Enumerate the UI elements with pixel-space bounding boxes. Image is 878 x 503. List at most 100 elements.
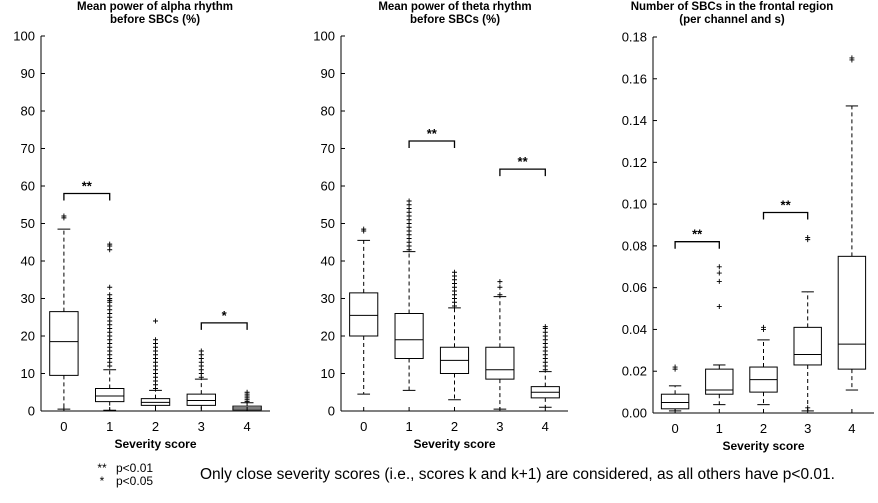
x-tick-label: 3 bbox=[198, 419, 205, 434]
legend-symbol: ** bbox=[97, 461, 107, 475]
outlier-marker bbox=[107, 292, 113, 298]
footnote: Only close severity scores (i.e., scores… bbox=[200, 466, 835, 483]
outlier-marker bbox=[497, 292, 503, 298]
y-tick-label: 0.02 bbox=[622, 364, 647, 379]
y-tick-label: 70 bbox=[321, 141, 335, 156]
box-1 bbox=[394, 198, 424, 391]
box-3 bbox=[793, 235, 822, 412]
box-4 bbox=[232, 389, 262, 412]
bracket-line bbox=[200, 322, 248, 330]
x-axis-label: Severity score bbox=[114, 437, 196, 451]
box-iqr bbox=[394, 313, 424, 359]
outlier-marker bbox=[805, 405, 811, 411]
outlier-marker bbox=[716, 278, 722, 284]
box-iqr bbox=[349, 292, 379, 337]
box-3 bbox=[186, 348, 216, 412]
x-tick-label: 4 bbox=[243, 419, 250, 434]
box-iqr bbox=[95, 388, 125, 403]
outlier-marker bbox=[61, 213, 67, 219]
x-tick-label: 2 bbox=[760, 421, 767, 436]
y-tick-label: 0.10 bbox=[622, 197, 647, 212]
x-tick-label: 0 bbox=[360, 419, 367, 434]
outlier-marker bbox=[497, 279, 503, 285]
y-tick-label: 60 bbox=[321, 179, 335, 194]
legend-item-p005: * p<0.05 bbox=[88, 475, 153, 488]
x-tick-label: 2 bbox=[451, 419, 458, 434]
y-tick-label: 40 bbox=[21, 254, 35, 269]
legend-symbol: * bbox=[99, 474, 105, 488]
outlier-marker bbox=[716, 270, 722, 276]
box-2 bbox=[140, 318, 171, 412]
significance-label: ** bbox=[692, 227, 703, 242]
x-tick-label: 0 bbox=[60, 419, 67, 434]
box-2 bbox=[439, 269, 470, 401]
bracket-line bbox=[408, 140, 456, 148]
bracket-line bbox=[674, 241, 720, 249]
outlier-marker bbox=[198, 348, 204, 354]
significance-bracket: ** bbox=[408, 126, 456, 148]
x-axis-label: Severity score bbox=[413, 437, 495, 451]
significance-bracket: ** bbox=[63, 179, 111, 201]
chart-title: Number of SBCs in the frontal region bbox=[631, 1, 834, 13]
x-tick-label: 2 bbox=[152, 419, 159, 434]
outlier-marker bbox=[361, 226, 367, 232]
y-tick-label: 0.16 bbox=[622, 71, 647, 86]
y-tick-label: 60 bbox=[21, 179, 35, 194]
chart-panel-3: Number of SBCs in the frontal region(per… bbox=[622, 1, 874, 453]
box-0 bbox=[349, 226, 379, 395]
chart-title: before SBCs (%) bbox=[110, 14, 200, 26]
chart-title: Mean power of theta rhythm bbox=[378, 1, 531, 13]
y-tick-label: 10 bbox=[321, 366, 335, 381]
box-iqr bbox=[793, 326, 822, 366]
outlier-marker bbox=[716, 264, 722, 270]
y-tick-label: 0.04 bbox=[622, 322, 647, 337]
box-iqr bbox=[49, 311, 79, 376]
y-tick-label: 0.00 bbox=[622, 406, 647, 421]
box-4 bbox=[530, 324, 560, 408]
x-tick-label: 4 bbox=[848, 421, 855, 436]
y-tick-label: 0.14 bbox=[622, 113, 647, 128]
box-0 bbox=[660, 364, 690, 412]
y-tick-label: 20 bbox=[21, 329, 35, 344]
box-iqr bbox=[837, 255, 867, 370]
box-1 bbox=[705, 264, 734, 406]
outlier-marker bbox=[244, 389, 250, 395]
legend-item-p001: ** p<0.01 bbox=[88, 462, 153, 475]
x-tick-label: 4 bbox=[542, 419, 549, 434]
outlier-marker bbox=[153, 337, 158, 343]
significance-label: * bbox=[222, 308, 228, 323]
y-tick-label: 0.18 bbox=[622, 30, 647, 45]
bracket-line bbox=[63, 192, 111, 201]
significance-label: ** bbox=[82, 179, 93, 194]
significance-legend: ** p<0.01 * p<0.05 bbox=[88, 462, 153, 488]
x-tick-label: 3 bbox=[496, 419, 503, 434]
y-tick-label: 30 bbox=[21, 291, 35, 306]
chart-title: before SBCs (%) bbox=[410, 14, 500, 26]
y-tick-label: 90 bbox=[21, 66, 35, 81]
y-tick-label: 70 bbox=[21, 141, 35, 156]
box-0 bbox=[49, 213, 79, 410]
box-iqr bbox=[186, 393, 216, 406]
x-tick-label: 1 bbox=[716, 421, 723, 436]
bracket-line bbox=[499, 168, 546, 177]
y-tick-label: 20 bbox=[321, 329, 335, 344]
x-tick-label: 1 bbox=[106, 419, 113, 434]
box-4 bbox=[837, 55, 867, 391]
outlier-marker bbox=[761, 324, 766, 330]
y-tick-label: 10 bbox=[21, 366, 35, 381]
y-tick-label: 30 bbox=[321, 291, 335, 306]
y-tick-label: 50 bbox=[21, 216, 35, 231]
outlier-marker bbox=[716, 303, 722, 309]
x-tick-label: 1 bbox=[405, 419, 412, 434]
box-2 bbox=[749, 324, 778, 406]
outlier-marker bbox=[153, 318, 158, 324]
outlier-marker bbox=[406, 198, 412, 204]
chart-title: (per channel and s) bbox=[679, 14, 785, 26]
box-3 bbox=[485, 279, 515, 410]
outlier-marker bbox=[107, 284, 113, 290]
box-iqr bbox=[705, 368, 734, 395]
y-tick-label: 0.08 bbox=[622, 238, 647, 253]
